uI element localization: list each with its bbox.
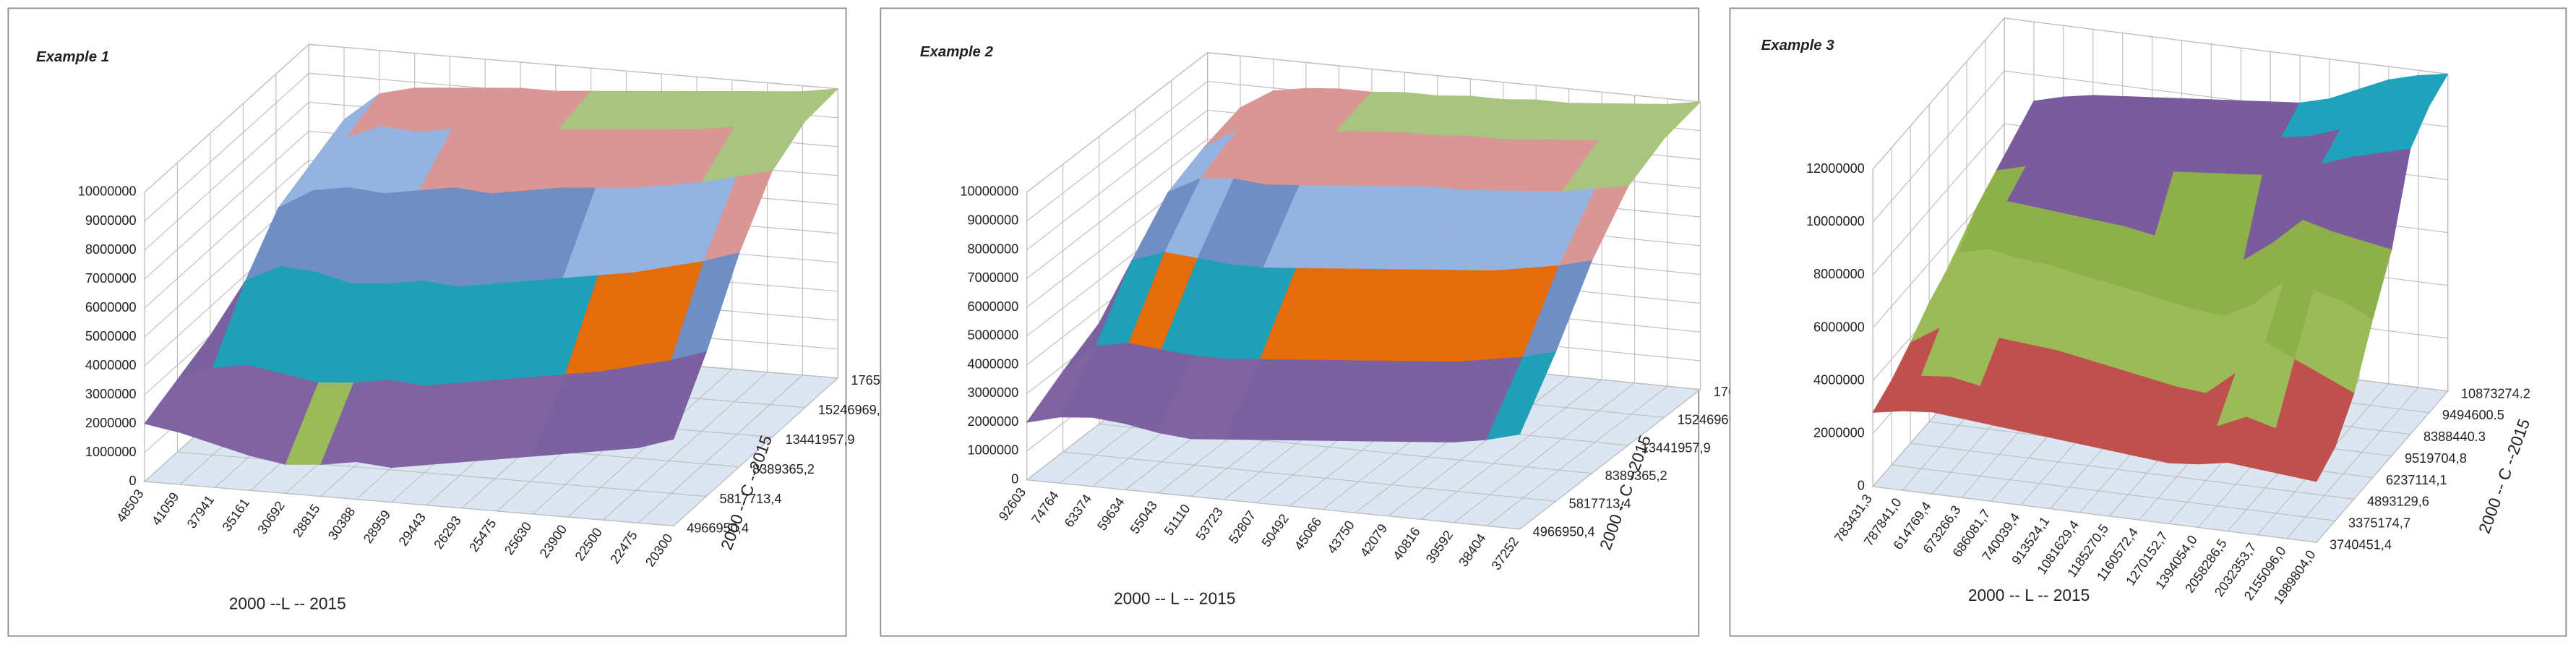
floor-grid xyxy=(673,88,838,526)
y-tick-label: 9519704,8 xyxy=(2405,451,2467,466)
z-tick-label: 4000000 xyxy=(1813,372,1865,387)
y-tick-label: 13441957,9 xyxy=(1641,440,1711,455)
grid-line xyxy=(144,43,838,193)
y-tick-label: 4966950,4 xyxy=(1533,524,1595,539)
z-tick-label: 3000000 xyxy=(85,387,137,401)
y-tick-label: 6237114,1 xyxy=(2386,473,2447,487)
z-tick-label: 2000000 xyxy=(85,416,137,430)
y-tick-label: 5817713,4 xyxy=(1569,497,1631,511)
x-axis-title: 2000 -- L -- 2015 xyxy=(1114,589,1235,608)
z-tick-label: 12000000 xyxy=(1806,161,1865,176)
grid-line xyxy=(1872,17,2448,170)
y-tick-label: 13441957,9 xyxy=(785,432,854,447)
x-axis-title: 2000 -- L -- 2015 xyxy=(1968,586,2090,604)
z-tick-label: 2000000 xyxy=(967,414,1018,429)
z-tick-label: 7000000 xyxy=(967,270,1018,285)
z-tick-label: 0 xyxy=(1011,472,1018,487)
z-tick-label: 0 xyxy=(129,474,137,488)
z-tick-label: 8000000 xyxy=(967,241,1018,256)
chart-panel: 0 1000000 2000000 3000000 4000000 5000000 6000… xyxy=(7,7,920,637)
y-tick-label: 4966950,4 xyxy=(687,521,749,536)
chart-panel: 0 2000000 4000000 6000000 8000000 10000000 120… xyxy=(1729,7,2567,637)
chart-title: Example 2 xyxy=(920,43,994,60)
z-tick-label: 4000000 xyxy=(85,358,137,372)
z-tick-label: 7000000 xyxy=(85,271,137,286)
grid-line xyxy=(1026,52,1701,193)
z-tick-label: 5000000 xyxy=(967,328,1018,343)
z-tick-label: 6000000 xyxy=(1813,320,1865,334)
surface-cell xyxy=(637,351,708,448)
z-tick-label: 8000000 xyxy=(85,242,137,257)
z-tick-label: 2000000 xyxy=(1813,426,1865,440)
chart-panel: 0 1000000 2000000 3000000 4000000 5000000 6000… xyxy=(880,7,1783,637)
z-tick-label: 1000000 xyxy=(85,445,137,459)
chart-title: Example 3 xyxy=(1761,37,1835,54)
z-tick-label: 1000000 xyxy=(967,443,1018,458)
y-tick-label: 4893129,6 xyxy=(2367,495,2429,509)
surface-cell xyxy=(2286,437,2336,482)
floor-grid xyxy=(2316,74,2449,543)
z-tick-label: 3000000 xyxy=(967,385,1018,400)
z-tick-label: 9000000 xyxy=(85,213,137,228)
y-tick-label: 9494600.5 xyxy=(2442,408,2504,422)
y-tick-label: 8389365,2 xyxy=(1605,469,1667,483)
surface-cell xyxy=(1486,351,1557,440)
x-axis-title: 2000 --L -- 2015 xyxy=(229,594,346,612)
y-tick-label: 8388440.3 xyxy=(2423,429,2486,444)
y-tick-label: 15246969,2 xyxy=(818,403,888,417)
z-tick-label: 0 xyxy=(1858,479,1865,493)
chart-title: Example 1 xyxy=(36,48,109,65)
z-tick-label: 4000000 xyxy=(967,356,1018,371)
y-tick-label: 3740451,4 xyxy=(2330,537,2392,552)
z-tick-label: 10000000 xyxy=(78,184,137,199)
z-tick-label: 6000000 xyxy=(967,299,1018,314)
z-tick-label: 10000000 xyxy=(960,184,1018,199)
z-tick-label: 10000000 xyxy=(1806,214,1865,228)
z-tick-label: 5000000 xyxy=(85,329,137,343)
y-tick-label: 8389365,2 xyxy=(752,462,815,476)
z-tick-label: 8000000 xyxy=(1813,267,1865,281)
z-tick-label: 6000000 xyxy=(85,300,137,315)
y-tick-label: 10873274.2 xyxy=(2461,386,2530,401)
y-tick-label: 5817713,4 xyxy=(720,492,782,506)
y-tick-label: 3375174,7 xyxy=(2348,516,2410,531)
z-tick-label: 9000000 xyxy=(967,213,1018,228)
